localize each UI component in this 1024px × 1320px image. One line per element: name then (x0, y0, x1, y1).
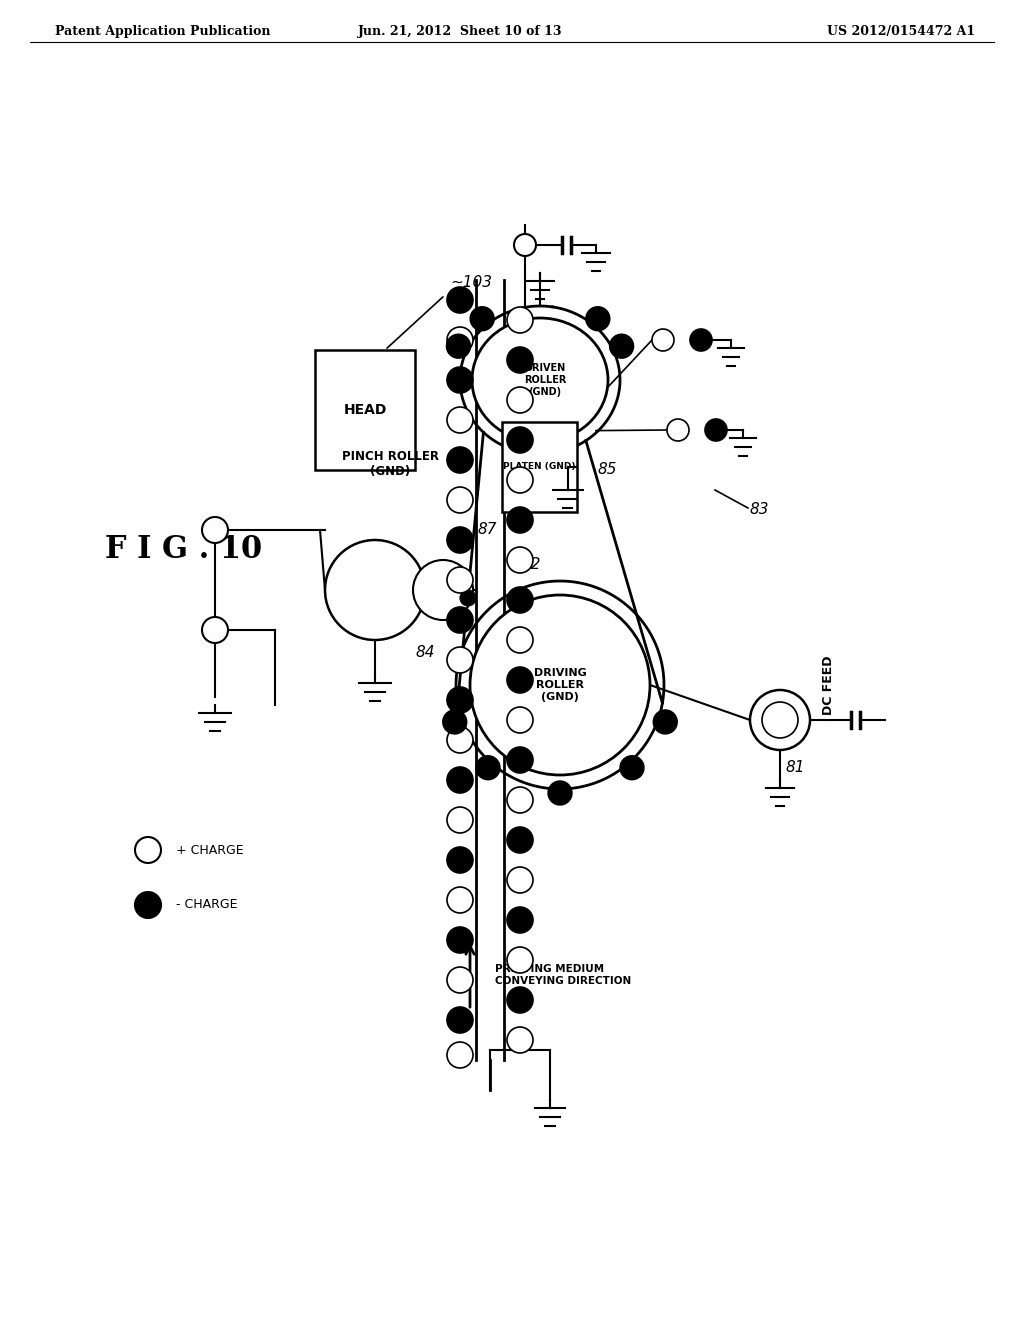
Text: HEAD: HEAD (343, 403, 387, 417)
Circle shape (690, 329, 712, 351)
Circle shape (548, 781, 572, 805)
Circle shape (470, 306, 495, 331)
Circle shape (652, 329, 674, 351)
Text: PINCH ROLLER
(GND): PINCH ROLLER (GND) (341, 450, 438, 478)
Text: 87: 87 (477, 521, 497, 537)
Text: PRINTING MEDIUM
CONVEYING DIRECTION: PRINTING MEDIUM CONVEYING DIRECTION (495, 964, 631, 986)
Circle shape (447, 686, 473, 713)
Circle shape (135, 837, 161, 863)
Circle shape (446, 334, 470, 358)
Circle shape (447, 847, 473, 873)
Text: 83: 83 (750, 503, 769, 517)
Circle shape (507, 907, 534, 933)
Circle shape (447, 407, 473, 433)
Circle shape (447, 487, 473, 513)
Text: - CHARGE: - CHARGE (176, 899, 238, 912)
Circle shape (447, 527, 473, 553)
Circle shape (447, 807, 473, 833)
Circle shape (507, 867, 534, 894)
Circle shape (507, 787, 534, 813)
Circle shape (507, 627, 534, 653)
Circle shape (507, 828, 534, 853)
Circle shape (653, 710, 677, 734)
Circle shape (609, 334, 634, 358)
Circle shape (470, 595, 650, 775)
Text: DRIVEN
ROLLER
(GND): DRIVEN ROLLER (GND) (524, 363, 566, 397)
Circle shape (507, 467, 534, 492)
Text: 84: 84 (415, 645, 434, 660)
Text: ~103: ~103 (450, 275, 492, 290)
Text: 82: 82 (522, 557, 542, 572)
Text: DRIVING
ROLLER
(GND): DRIVING ROLLER (GND) (534, 668, 587, 702)
Text: F I G . 10: F I G . 10 (105, 535, 262, 565)
Circle shape (667, 418, 689, 441)
Circle shape (507, 747, 534, 774)
Circle shape (442, 710, 467, 734)
Circle shape (620, 756, 644, 780)
Circle shape (705, 418, 727, 441)
Text: Patent Application Publication: Patent Application Publication (55, 25, 270, 38)
Bar (502, 422, 577, 512)
Circle shape (507, 546, 534, 573)
Circle shape (447, 927, 473, 953)
Text: PLATEN (GND): PLATEN (GND) (503, 462, 575, 471)
Circle shape (460, 590, 476, 606)
Text: Jun. 21, 2012  Sheet 10 of 13: Jun. 21, 2012 Sheet 10 of 13 (357, 25, 562, 38)
Circle shape (413, 560, 473, 620)
Circle shape (447, 1041, 473, 1068)
Circle shape (507, 507, 534, 533)
Circle shape (514, 234, 536, 256)
Circle shape (447, 568, 473, 593)
Circle shape (447, 607, 473, 634)
Circle shape (447, 327, 473, 352)
Ellipse shape (472, 318, 608, 442)
Circle shape (447, 647, 473, 673)
Circle shape (750, 690, 810, 750)
Circle shape (507, 387, 534, 413)
Circle shape (507, 987, 534, 1012)
Circle shape (507, 587, 534, 612)
Circle shape (507, 667, 534, 693)
Circle shape (447, 968, 473, 993)
Circle shape (507, 347, 534, 374)
Bar (315, 350, 415, 470)
Circle shape (476, 756, 500, 780)
Circle shape (447, 727, 473, 752)
Circle shape (325, 540, 425, 640)
Circle shape (507, 946, 534, 973)
Circle shape (507, 426, 534, 453)
Circle shape (507, 708, 534, 733)
Circle shape (507, 308, 534, 333)
Text: DC FEED: DC FEED (822, 655, 835, 714)
Circle shape (447, 1007, 473, 1034)
Circle shape (447, 887, 473, 913)
Circle shape (202, 616, 228, 643)
Text: 81: 81 (785, 760, 805, 775)
Text: 85: 85 (598, 462, 617, 477)
Text: + CHARGE: + CHARGE (176, 843, 244, 857)
Circle shape (202, 517, 228, 543)
Circle shape (507, 1027, 534, 1053)
Circle shape (447, 286, 473, 313)
Circle shape (447, 447, 473, 473)
Circle shape (447, 767, 473, 793)
Circle shape (447, 367, 473, 393)
Circle shape (586, 306, 610, 331)
Circle shape (135, 892, 161, 917)
Circle shape (762, 702, 798, 738)
Text: US 2012/0154472 A1: US 2012/0154472 A1 (826, 25, 975, 38)
